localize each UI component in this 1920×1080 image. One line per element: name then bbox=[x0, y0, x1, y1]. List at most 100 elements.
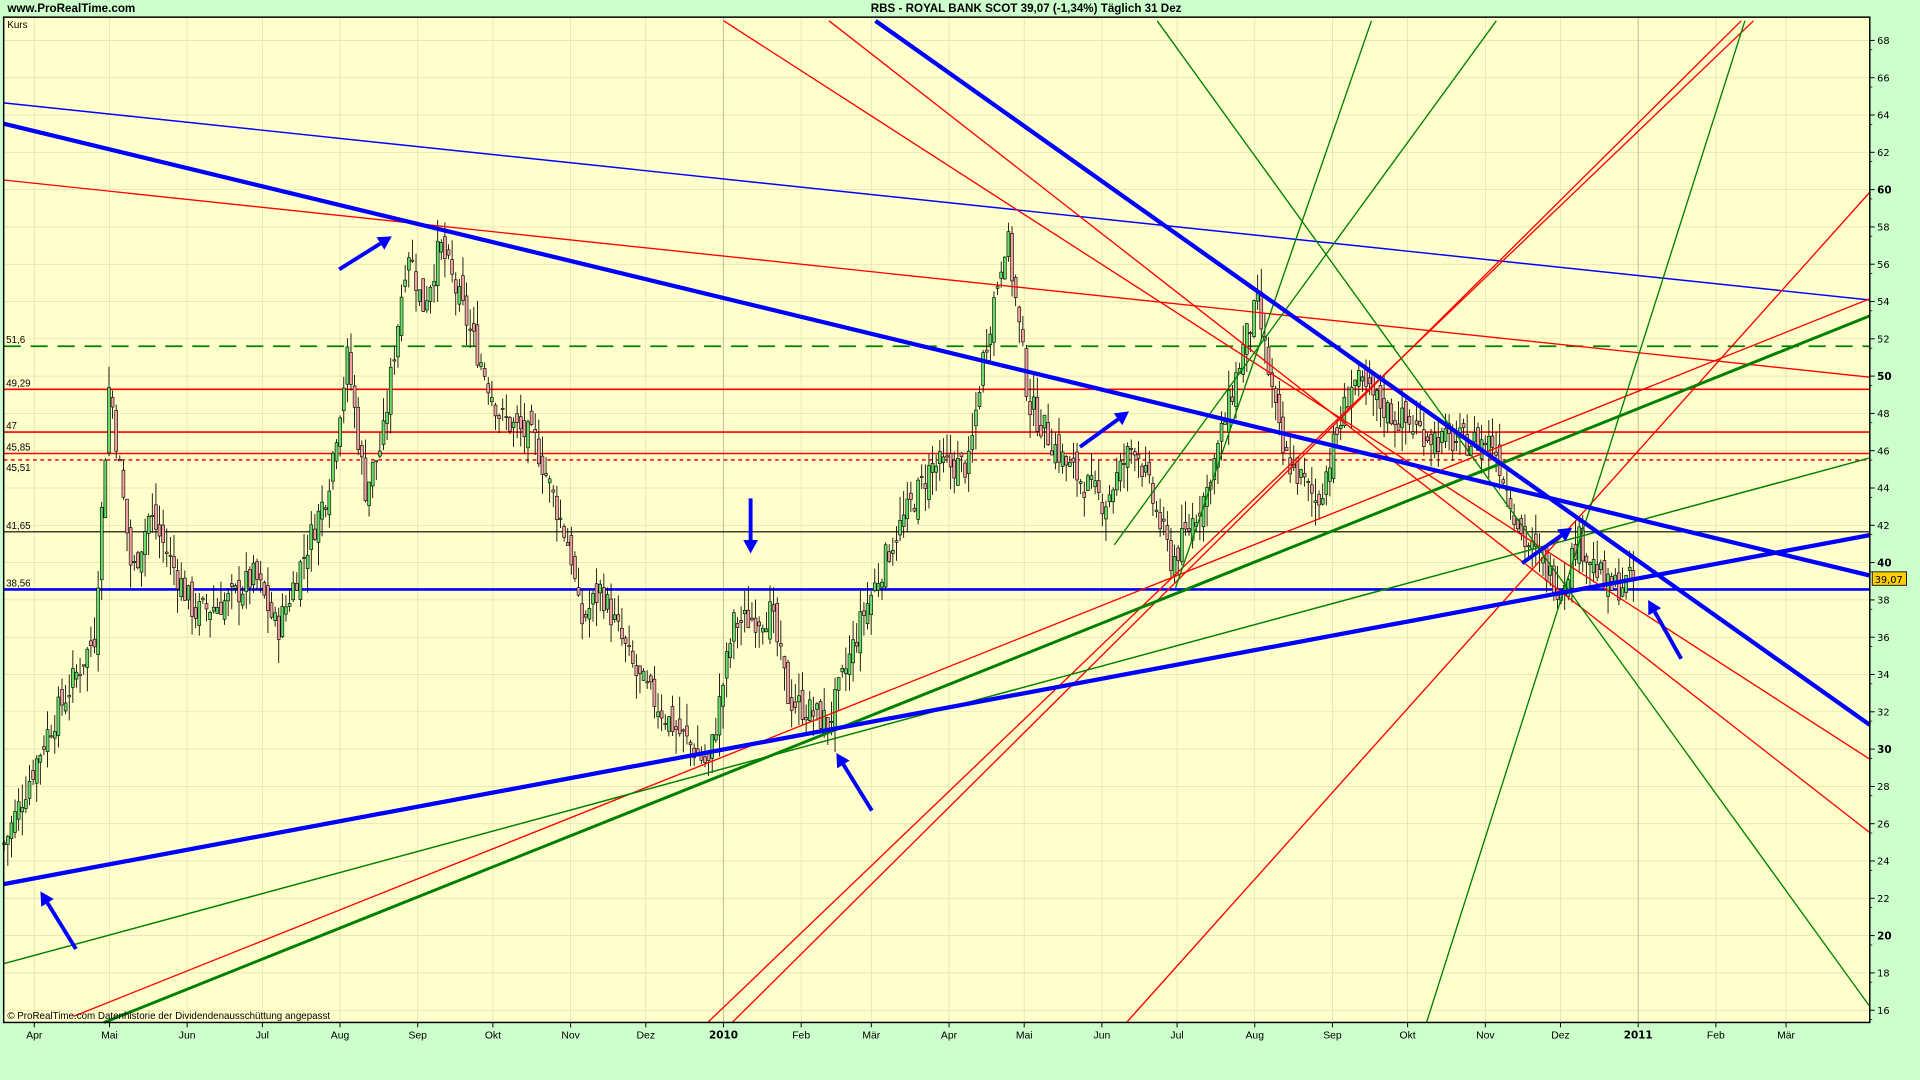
candle bbox=[1216, 440, 1220, 485]
trendline[interactable] bbox=[828, 20, 1871, 834]
x-tick-label: 2011 bbox=[1624, 1029, 1653, 1041]
candle-body bbox=[38, 755, 43, 763]
candle-body bbox=[150, 514, 155, 517]
candle bbox=[616, 595, 621, 632]
candle bbox=[1046, 403, 1050, 447]
candle-body bbox=[591, 593, 595, 605]
candle-body bbox=[327, 490, 332, 516]
candle-body bbox=[569, 535, 574, 566]
candle bbox=[392, 345, 397, 375]
candle-body bbox=[1591, 559, 1596, 574]
candle bbox=[1440, 427, 1444, 454]
candle bbox=[500, 398, 505, 421]
candle bbox=[945, 434, 949, 463]
y-tick-label: 62 bbox=[1877, 148, 1889, 159]
candle-body bbox=[370, 461, 375, 487]
trendline[interactable] bbox=[1113, 20, 1497, 546]
candle bbox=[345, 338, 350, 403]
candle bbox=[1436, 418, 1441, 467]
candle bbox=[208, 610, 212, 638]
candle bbox=[1306, 478, 1311, 502]
candle bbox=[1248, 331, 1253, 352]
candle-body bbox=[425, 300, 429, 311]
candle bbox=[338, 415, 342, 457]
candle-body bbox=[136, 552, 140, 569]
candle-body bbox=[168, 554, 173, 557]
candle bbox=[649, 673, 653, 690]
candle bbox=[121, 460, 126, 500]
candle-body bbox=[1133, 451, 1137, 456]
trendline[interactable] bbox=[3, 121, 1871, 578]
y-tick-label: 32 bbox=[1877, 707, 1889, 718]
plot-border bbox=[2, 16, 1871, 1024]
candle bbox=[1028, 378, 1032, 438]
candle bbox=[1071, 442, 1076, 479]
candle-body bbox=[1212, 458, 1217, 480]
x-tick-label: Jul bbox=[256, 1030, 269, 1041]
candle bbox=[1122, 443, 1126, 489]
candle bbox=[638, 665, 642, 694]
trendline[interactable] bbox=[874, 19, 1872, 727]
candle bbox=[569, 526, 574, 575]
candle-body bbox=[1320, 498, 1325, 505]
candle-body bbox=[674, 726, 678, 731]
candle-body bbox=[1461, 423, 1466, 429]
candle bbox=[836, 677, 841, 711]
candle-body bbox=[1313, 500, 1318, 503]
trendline[interactable] bbox=[723, 20, 1871, 760]
candle bbox=[193, 592, 198, 628]
candle bbox=[981, 349, 985, 393]
candle bbox=[1049, 428, 1054, 456]
candle-body bbox=[872, 582, 877, 591]
trendline[interactable] bbox=[1126, 191, 1871, 1023]
x-tick-label: Mai bbox=[101, 1030, 118, 1041]
trendline[interactable] bbox=[1156, 20, 1871, 1007]
candle bbox=[1385, 400, 1390, 433]
candle bbox=[1057, 417, 1061, 474]
candle bbox=[1082, 481, 1087, 517]
trendline[interactable] bbox=[73, 298, 1871, 1017]
candle bbox=[16, 788, 21, 832]
candle bbox=[74, 664, 79, 688]
candle bbox=[515, 405, 519, 439]
candle bbox=[1353, 379, 1357, 396]
candle-body bbox=[537, 438, 541, 465]
trendline[interactable] bbox=[707, 20, 1754, 1023]
candle-body bbox=[1252, 300, 1256, 338]
candle-body bbox=[623, 637, 628, 644]
candle bbox=[201, 596, 205, 604]
candle bbox=[1089, 453, 1094, 489]
candle-body bbox=[1104, 506, 1108, 520]
candle-body bbox=[1042, 414, 1047, 429]
candle bbox=[309, 510, 314, 572]
candle-body bbox=[320, 501, 324, 520]
candle bbox=[609, 583, 613, 643]
candle bbox=[490, 380, 494, 407]
trendline[interactable] bbox=[3, 102, 1870, 301]
candle bbox=[96, 570, 100, 672]
candle bbox=[800, 672, 805, 725]
candle bbox=[63, 684, 68, 715]
trendline[interactable] bbox=[731, 20, 1742, 1023]
candle-body bbox=[923, 483, 928, 489]
candle bbox=[739, 606, 743, 646]
candle-body bbox=[782, 656, 787, 669]
trendline[interactable] bbox=[103, 314, 1871, 1024]
plot-area[interactable] bbox=[3, 17, 1870, 1023]
candle-body bbox=[551, 489, 556, 493]
candle-body bbox=[909, 492, 913, 500]
trendline[interactable] bbox=[3, 179, 1870, 378]
candle bbox=[504, 394, 509, 431]
candle-body bbox=[797, 695, 801, 703]
candle bbox=[540, 436, 545, 494]
y-tick-label: 48 bbox=[1877, 409, 1889, 420]
candle bbox=[1328, 447, 1332, 497]
candle-body bbox=[598, 583, 603, 594]
trendline[interactable] bbox=[3, 532, 1871, 887]
candle bbox=[584, 610, 588, 622]
candle-body bbox=[1277, 394, 1282, 424]
candle bbox=[1407, 409, 1412, 433]
candle bbox=[204, 593, 209, 622]
candle bbox=[1299, 468, 1303, 485]
candle-body bbox=[464, 295, 469, 326]
